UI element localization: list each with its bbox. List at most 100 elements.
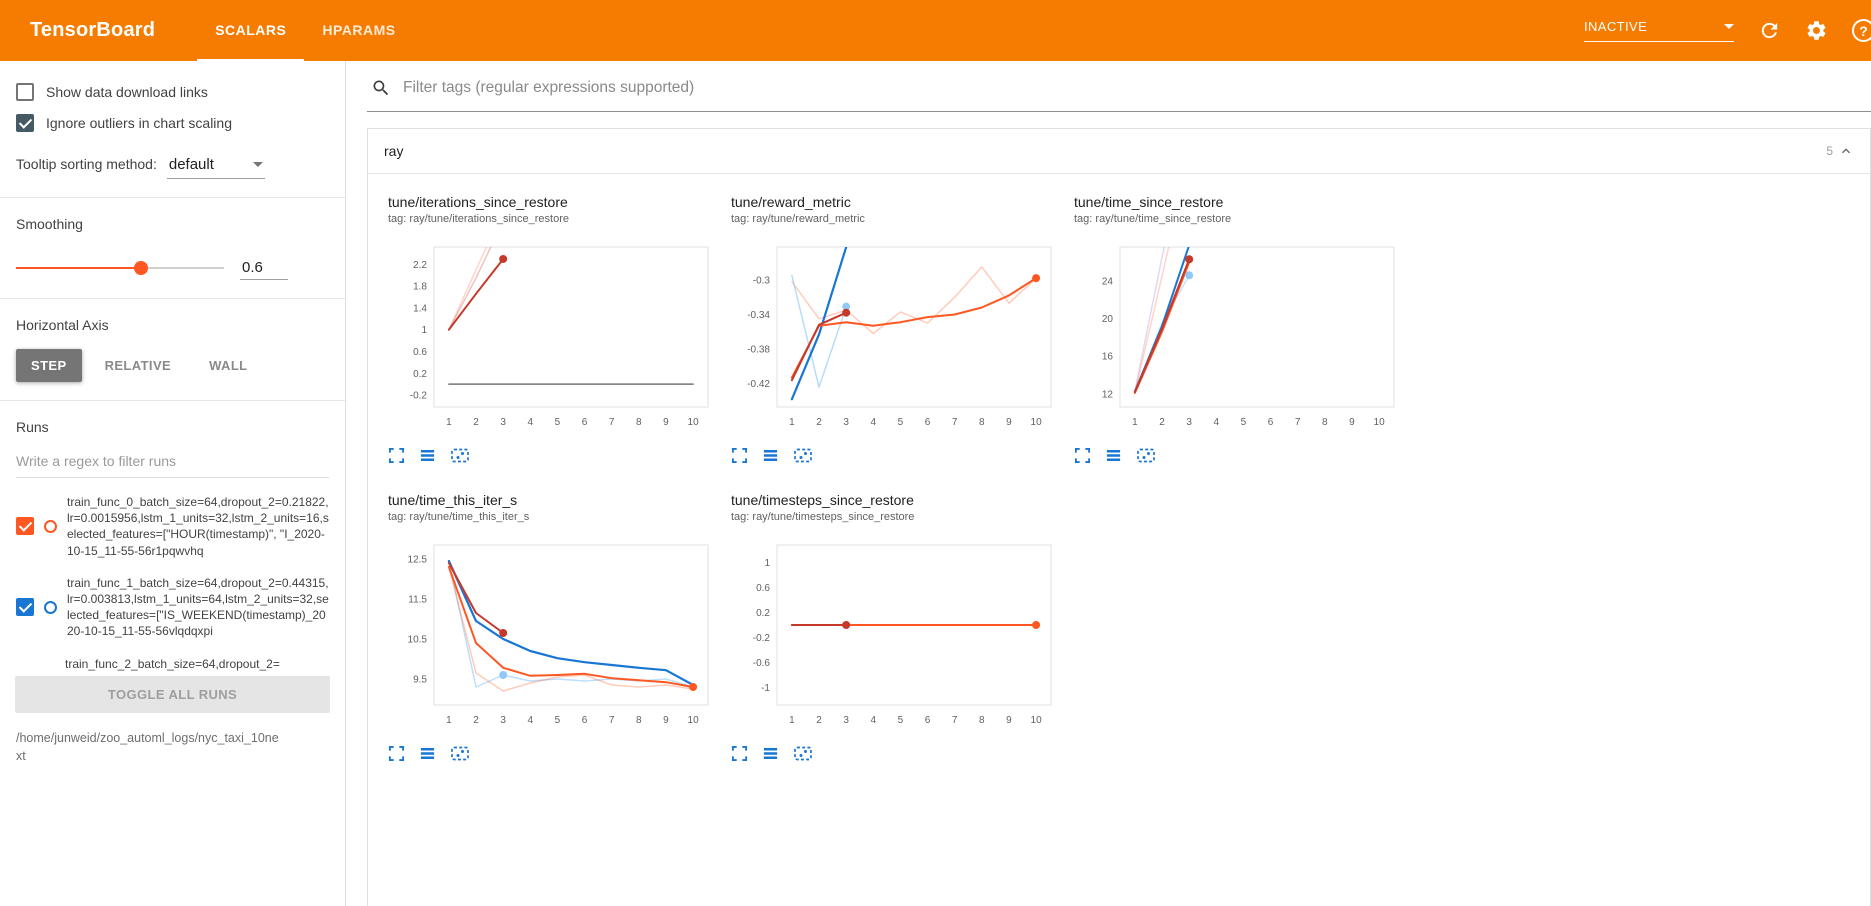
expand-chart-icon[interactable] <box>731 745 748 762</box>
svg-text:2: 2 <box>816 715 822 726</box>
svg-text:4: 4 <box>871 417 877 428</box>
ignore-outliers-checkbox[interactable] <box>16 114 34 132</box>
svg-text:9: 9 <box>1006 715 1012 726</box>
chart-tag: tag: ray/tune/time_since_restore <box>1074 213 1232 225</box>
header-controls: INACTIVE ? <box>1584 19 1871 42</box>
chart-tag: tag: ray/tune/iterations_since_restore <box>388 213 569 225</box>
svg-text:12.5: 12.5 <box>408 555 428 566</box>
run-checkbox[interactable] <box>16 598 34 617</box>
svg-text:5: 5 <box>1241 417 1247 428</box>
chart-title: tune/reward_metric <box>731 194 851 210</box>
run-item: train_func_1_batch_size=64,dropout_2=0.4… <box>16 575 329 640</box>
svg-text:9.5: 9.5 <box>413 675 427 686</box>
fit-domain-icon[interactable] <box>450 447 470 464</box>
svg-text:1.4: 1.4 <box>413 303 427 314</box>
svg-text:4: 4 <box>1214 417 1220 428</box>
chart-title: tune/time_this_iter_s <box>388 492 518 508</box>
expand-chart-icon[interactable] <box>388 745 405 762</box>
flip-y-axis-icon[interactable] <box>419 447 436 464</box>
fit-domain-icon[interactable] <box>793 447 813 464</box>
haxis-wall-button[interactable]: WALL <box>194 349 262 382</box>
fit-domain-icon[interactable] <box>450 745 470 762</box>
svg-text:3: 3 <box>843 715 849 726</box>
flip-y-axis-icon[interactable] <box>762 745 779 762</box>
show-download-links-checkbox[interactable] <box>16 83 34 101</box>
flip-y-axis-icon[interactable] <box>762 447 779 464</box>
chart-plot[interactable]: 9.5 10.5 11.5 12.5 1 2 3 4 5 6 7 8 9 10 <box>388 535 718 731</box>
app-header: TensorBoard SCALARS HPARAMS INACTIVE ? <box>0 0 1871 61</box>
chart-plot[interactable]: -0.42 -0.38 -0.34 -0.3 1 2 3 4 5 6 7 8 9 10 <box>731 237 1061 433</box>
chevron-up-icon[interactable] <box>1838 143 1854 159</box>
fit-domain-icon[interactable] <box>1136 447 1156 464</box>
expand-chart-icon[interactable] <box>388 447 405 464</box>
svg-text:8: 8 <box>636 715 642 726</box>
divider <box>0 400 345 401</box>
svg-text:0.2: 0.2 <box>756 608 770 619</box>
svg-text:1: 1 <box>789 715 795 726</box>
haxis-step-button[interactable]: STEP <box>16 349 82 382</box>
svg-text:10: 10 <box>1374 417 1386 428</box>
divider <box>0 298 345 299</box>
svg-text:2: 2 <box>816 417 822 428</box>
runs-filter-input[interactable] <box>16 445 329 478</box>
reload-status-dropdown[interactable]: INACTIVE <box>1584 19 1734 42</box>
tooltip-sorting-row: Tooltip sorting method: default <box>16 154 329 179</box>
help-icon[interactable]: ? <box>1852 19 1871 42</box>
svg-text:-0.42: -0.42 <box>747 379 770 390</box>
expand-chart-icon[interactable] <box>1074 447 1091 464</box>
horizontal-axis-label: Horizontal Axis <box>16 317 109 333</box>
svg-text:1: 1 <box>446 417 452 428</box>
refresh-icon[interactable] <box>1758 19 1781 42</box>
chart-tag: tag: ray/tune/timesteps_since_restore <box>731 511 915 523</box>
ignore-outliers-label: Ignore outliers in chart scaling <box>46 115 232 131</box>
svg-text:4: 4 <box>528 715 534 726</box>
svg-text:2: 2 <box>473 715 479 726</box>
svg-text:3: 3 <box>843 417 849 428</box>
tab-scalars[interactable]: SCALARS <box>197 0 305 61</box>
tag-group-count: 5 <box>1826 144 1833 158</box>
runs-list: train_func_0_batch_size=64,dropout_2=0.2… <box>16 494 329 672</box>
svg-text:10: 10 <box>688 417 700 428</box>
fit-domain-icon[interactable] <box>793 745 813 762</box>
settings-gear-icon[interactable] <box>1805 19 1828 42</box>
chart-actions <box>731 745 1061 762</box>
expand-chart-icon[interactable] <box>731 447 748 464</box>
svg-text:8: 8 <box>979 417 985 428</box>
svg-text:12: 12 <box>1102 389 1114 400</box>
run-checkbox[interactable] <box>16 517 34 536</box>
chart-plot[interactable]: -1 -0.6 -0.2 0.2 0.6 1 1 2 3 4 5 6 7 8 9 10 <box>731 535 1061 731</box>
chart-card: tune/time_this_iter_s tag: ray/tune/time_… <box>388 492 718 762</box>
svg-text:7: 7 <box>952 715 958 726</box>
smoothing-slider[interactable] <box>16 261 224 275</box>
smoothing-slider-row <box>16 256 329 280</box>
chart-actions <box>731 447 1061 464</box>
toggle-all-runs-button[interactable]: TOGGLE ALL RUNS <box>15 675 330 713</box>
chart-tag: tag: ray/tune/time_this_iter_s <box>388 511 530 523</box>
flip-y-axis-icon[interactable] <box>1105 447 1122 464</box>
smoothing-value-input[interactable] <box>240 256 288 280</box>
svg-text:-0.38: -0.38 <box>747 345 770 356</box>
tag-group-header[interactable]: ray 5 <box>368 129 1870 174</box>
svg-text:0.2: 0.2 <box>413 369 427 380</box>
chart-actions <box>1074 447 1404 464</box>
svg-text:-0.2: -0.2 <box>753 633 771 644</box>
chart-plot[interactable]: -0.2 0.2 0.6 1 1.4 1.8 2.2 1 2 3 4 5 6 7 8 9 10 <box>388 237 718 433</box>
smoothing-slider-thumb[interactable] <box>133 261 148 275</box>
haxis-relative-button[interactable]: RELATIVE <box>90 349 187 382</box>
tooltip-sorting-select[interactable]: default <box>166 154 265 179</box>
run-color-swatch[interactable] <box>44 600 57 614</box>
charts-grid: tune/iterations_since_restore tag: ray/tu… <box>368 174 1468 782</box>
horizontal-axis-buttons: STEP RELATIVE WALL <box>16 349 329 382</box>
flip-y-axis-icon[interactable] <box>419 745 436 762</box>
divider <box>0 197 345 198</box>
tag-filter-row <box>367 61 1871 112</box>
tag-filter-input[interactable] <box>403 79 1867 97</box>
svg-text:8: 8 <box>979 715 985 726</box>
run-color-swatch[interactable] <box>44 519 57 533</box>
svg-text:10: 10 <box>1031 715 1043 726</box>
tooltip-sorting-value: default <box>168 156 214 173</box>
tab-hparams[interactable]: HPARAMS <box>322 21 396 38</box>
svg-text:1.8: 1.8 <box>413 282 427 293</box>
svg-text:4: 4 <box>871 715 877 726</box>
